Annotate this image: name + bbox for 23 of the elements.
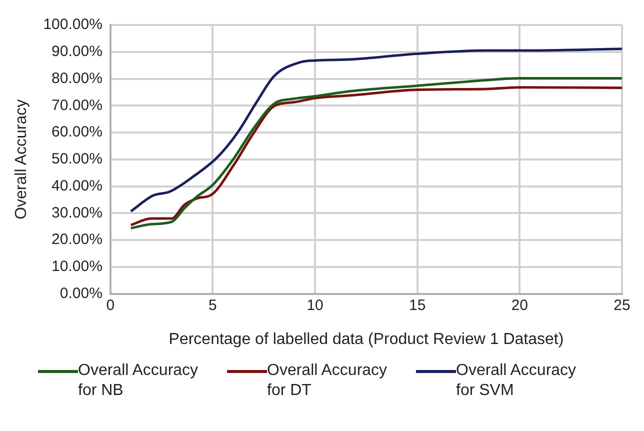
y-tick-label: 30.00% xyxy=(52,204,102,222)
y-tick-label: 50.00% xyxy=(52,150,102,168)
y-tick-label: 100.00% xyxy=(43,16,102,34)
x-axis-title: Percentage of labelled data (Product Review 1 Dataset) xyxy=(168,330,564,348)
legend-label: Overall Accuracy for SVM xyxy=(456,361,578,401)
y-tick-label: 20.00% xyxy=(52,231,102,248)
y-tick-label: 90.00% xyxy=(52,43,102,60)
x-tick-label: 20 xyxy=(511,296,528,314)
x-tick-label: 15 xyxy=(409,296,426,314)
y-tick-label: 10.00% xyxy=(52,258,102,276)
x-tick-label: 5 xyxy=(208,296,217,314)
x-tick-label: 0 xyxy=(106,296,115,314)
x-tick-label: 25 xyxy=(614,296,630,314)
legend-label: Overall Accuracy for NB xyxy=(78,361,200,401)
y-axis-title: Overall Accuracy xyxy=(13,99,30,220)
x-tick-label: 10 xyxy=(306,296,324,314)
y-tick-label: 60.00% xyxy=(52,124,102,141)
y-tick-label: 80.00% xyxy=(52,70,102,87)
y-tick-label: 40.00% xyxy=(52,177,102,194)
line-series xyxy=(130,48,622,213)
y-tick-label: 70.00% xyxy=(52,96,102,114)
y-tick-label: 0.00% xyxy=(60,284,102,302)
legend-label: Overall Accuracy for DT xyxy=(267,361,388,401)
